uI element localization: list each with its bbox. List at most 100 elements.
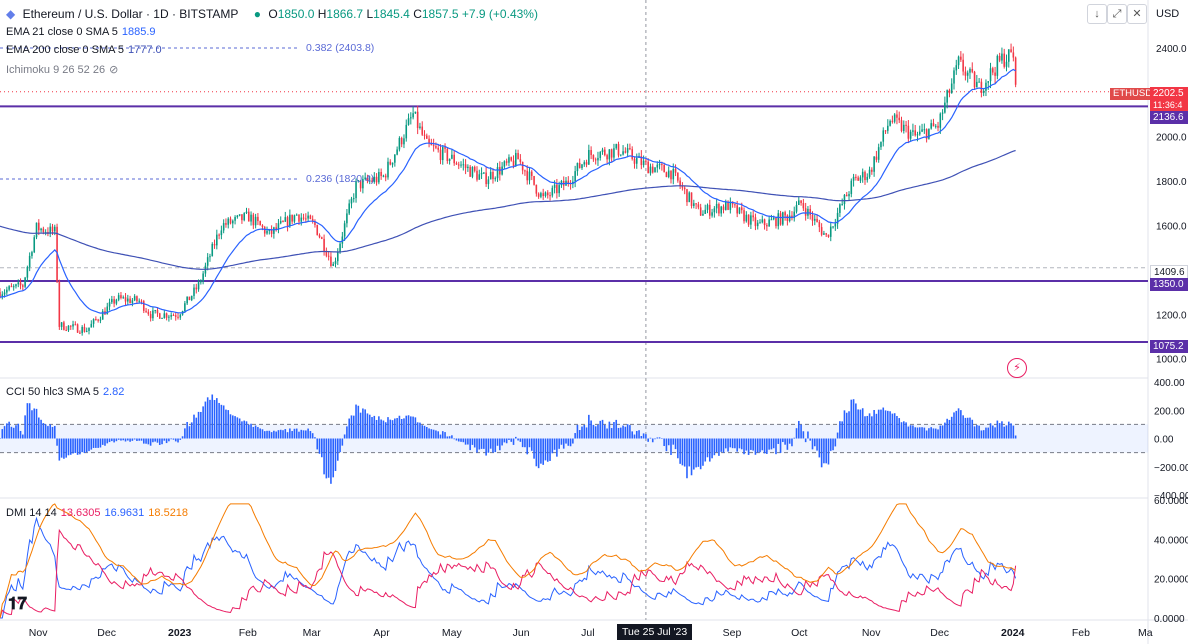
cci-bar: [877, 409, 880, 439]
cci-bar: [197, 411, 200, 439]
cci-bar: [405, 415, 408, 439]
cci-bar: [848, 411, 850, 439]
cci-bar: [489, 438, 492, 449]
ema200-legend[interactable]: EMA 200 close 0 SMA 5 1777.0: [6, 44, 162, 56]
candle-body: [1014, 57, 1017, 85]
currency-label[interactable]: USD: [1156, 8, 1180, 20]
candle-body: [779, 213, 782, 225]
cci-bar: [359, 412, 362, 439]
candle-body: [950, 83, 953, 94]
candle-body: [238, 214, 241, 216]
candle-body: [311, 218, 314, 222]
candle-body: [996, 55, 999, 76]
cci-bar: [92, 438, 95, 448]
candle-body: [485, 172, 487, 185]
hidden-eye-icon[interactable]: ⊘: [109, 64, 119, 76]
candle-body: [439, 149, 442, 161]
cci-bar: [104, 438, 106, 446]
cci-bar: [681, 438, 684, 466]
candle-body: [117, 295, 120, 300]
cci-bar: [284, 429, 287, 439]
candle-body: [400, 138, 403, 145]
cci-bar: [446, 436, 449, 439]
candle-body: [766, 225, 768, 227]
arrow-down-icon[interactable]: ↓: [1087, 4, 1107, 24]
cci-bar: [720, 438, 723, 452]
candle-body: [245, 211, 248, 214]
candle-body: [234, 217, 236, 221]
candle-body: [67, 325, 70, 331]
cci-bar: [855, 403, 857, 439]
candle-body: [407, 118, 410, 125]
cci-bar: [398, 415, 401, 439]
cci-bar: [423, 425, 426, 439]
candle-body: [302, 217, 305, 219]
cci-bar: [51, 426, 54, 439]
candle-body: [556, 184, 558, 194]
cci-bar: [649, 437, 652, 439]
lightning-alert-icon[interactable]: ⚡: [1007, 358, 1027, 378]
cci-bar: [419, 422, 421, 439]
cci-bar: [510, 438, 513, 442]
cci-bar: [10, 426, 13, 439]
cci-legend[interactable]: CCI 50 hlc3 SMA 5 2.82: [6, 386, 125, 398]
cci-bar: [218, 402, 220, 439]
candle-body: [880, 141, 882, 148]
dmi-adx-line: [0, 503, 1016, 619]
cci-bar: [231, 415, 234, 439]
candle-body: [293, 215, 296, 222]
candle-body: [937, 125, 939, 128]
cci-bar: [578, 430, 581, 439]
candle-body: [414, 111, 417, 114]
candle-body: [357, 180, 360, 182]
candle-body: [510, 157, 513, 161]
cci-bar: [190, 422, 193, 439]
symbol-header[interactable]: ◆ Ethereum / U.S. Dollar · 1D · BITSTAMP…: [6, 7, 542, 21]
time-tick-label: Jul: [581, 627, 594, 639]
candle-body: [225, 223, 227, 225]
cci-bar: [907, 426, 910, 439]
candle-body: [318, 235, 321, 238]
cci-tick-label: 400.00: [1154, 378, 1185, 389]
fullscreen-icon[interactable]: ⤢: [1107, 4, 1127, 24]
cci-bar: [622, 425, 624, 439]
candle-body: [378, 172, 380, 183]
tradingview-logo-icon[interactable]: 𝟏𝟕: [8, 594, 27, 613]
cci-bar: [302, 430, 305, 439]
cci-bar: [825, 438, 827, 464]
candle-body: [346, 213, 348, 224]
cci-bar: [24, 415, 26, 439]
cci-bar: [982, 430, 985, 439]
cci-bar: [327, 438, 330, 478]
candle-body: [804, 208, 807, 216]
candle-body: [394, 154, 396, 163]
candle-body: [213, 243, 216, 246]
cci-bar: [558, 438, 560, 449]
candle-body: [665, 172, 668, 178]
cci-bar: [58, 438, 61, 461]
cci-bar: [729, 438, 732, 448]
candle-body: [480, 172, 483, 175]
candle-body: [279, 221, 282, 224]
cci-bar: [193, 414, 195, 439]
cci-bar: [453, 438, 455, 440]
cci-bar: [492, 438, 494, 453]
candle-body: [873, 156, 875, 172]
dmi-legend[interactable]: DMI 14 14 13.6305 16.9631 18.5218: [6, 507, 189, 519]
cci-bar: [263, 431, 266, 439]
candle-body: [635, 157, 638, 164]
cci-bar: [295, 428, 298, 439]
close-icon[interactable]: ✕: [1127, 4, 1147, 24]
ichimoku-legend[interactable]: Ichimoku 9 26 52 26 ⊘: [6, 64, 119, 76]
candle-body: [284, 217, 287, 222]
ema21-legend[interactable]: EMA 21 close 0 SMA 5 1885.9: [6, 26, 156, 38]
cci-bar: [307, 428, 309, 439]
cci-bar: [352, 415, 355, 439]
cci-bar: [28, 403, 31, 439]
candle-body: [291, 214, 293, 222]
cci-bar: [300, 429, 303, 439]
cci-bar: [948, 419, 951, 439]
candle-body: [868, 169, 871, 177]
cci-bar: [31, 410, 33, 439]
